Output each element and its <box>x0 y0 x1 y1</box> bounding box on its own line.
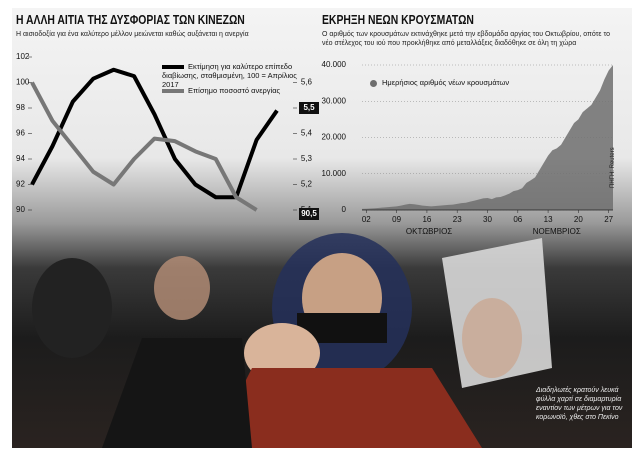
legend-item: Ημερήσιος αριθμός νέων κρουσμάτων <box>370 78 509 87</box>
x-tick-label: 06 <box>513 215 522 224</box>
x-tick-label: 27 <box>604 215 613 224</box>
y-tick-label: 0 <box>342 205 347 214</box>
y-tick-label: 96 <box>16 129 25 138</box>
legend-label: Εκτίμηση για καλύτερο επίπεδο διαβίωσης,… <box>162 62 297 89</box>
legend-item: Εκτίμηση για καλύτερο επίπεδο διαβίωσης,… <box>162 62 302 89</box>
y2-tick-label: 5,2 <box>301 180 313 189</box>
legend-label: Ημερήσιος αριθμός νέων κρουσμάτων <box>382 78 510 87</box>
x-tick-label: 13 <box>544 215 553 224</box>
y2-tick-label: 5,4 <box>301 129 313 138</box>
source: ΠΗΓΗ: Reuters <box>610 147 616 188</box>
y-tick-label: 98 <box>16 103 25 112</box>
y-tick-label: 94 <box>16 154 25 163</box>
y-tick-label: 100 <box>16 78 30 87</box>
y-tick-label: 92 <box>16 180 25 189</box>
legend-swatch <box>162 89 184 94</box>
x-group-label: ΝΟΕΜΒΡΙΟΣ <box>533 227 581 236</box>
y2-tick-label: 5,6 <box>301 78 313 87</box>
y-tick-label: 90 <box>16 205 25 214</box>
chart-title: ΕΚΡΗΞΗ ΝΕΩΝ ΚΡΟΥΣΜΑΤΩΝ <box>322 12 474 27</box>
chart-title: Η ΑΛΛΗ ΑΙΤΙΑ ΤΗΣ ΔΥΣΦΟΡΙΑΣ ΤΩΝ ΚΙΝΕΖΩΝ <box>16 12 245 27</box>
y-tick-label: 40.000 <box>322 60 347 69</box>
line-series <box>30 81 258 212</box>
y-tick-label: 20.000 <box>322 133 347 142</box>
y-tick-label: 30.000 <box>322 96 347 105</box>
annotation: 90,5 <box>301 209 317 218</box>
infographic: 90929496981001025,15,25,35,45,55,65,590,… <box>12 8 632 448</box>
x-tick-label: 09 <box>392 215 401 224</box>
annotation-box <box>299 102 319 114</box>
x-tick-label: 02 <box>362 215 371 224</box>
photo-caption: Διαδηλωτές κρατούν λευκά φύλλα χαρτί σε … <box>536 387 623 421</box>
x-tick-label: 16 <box>422 215 431 224</box>
y-tick-label: 10.000 <box>322 169 347 178</box>
legend-swatch <box>370 79 377 87</box>
y-tick-label: 102 <box>16 52 30 61</box>
legend-swatch <box>162 65 184 69</box>
area-series <box>362 65 613 210</box>
annotation: 5,5 <box>303 103 315 112</box>
legend-label: Επίσημο ποσοστό ανεργίας <box>188 86 281 95</box>
chart-subtitle: Ο αριθμός των κρουσμάτων εκτινάχθηκε μετ… <box>322 31 611 47</box>
x-tick-label: 20 <box>574 215 583 224</box>
x-group-label: ΟΚΤΩΒΡΙΟΣ <box>406 227 452 236</box>
annotation-box <box>299 208 319 220</box>
y2-tick-label: 5,3 <box>301 154 313 163</box>
legend-item: Επίσημο ποσοστό ανεργίας <box>162 86 302 95</box>
x-tick-label: 30 <box>483 215 492 224</box>
photo <box>32 233 552 448</box>
chart-subtitle: Η αισιοδοξία για ένα καλύτερο μέλλον μει… <box>16 31 249 38</box>
charts: 90929496981001025,15,25,35,45,55,65,590,… <box>16 52 614 236</box>
x-tick-label: 23 <box>453 215 462 224</box>
